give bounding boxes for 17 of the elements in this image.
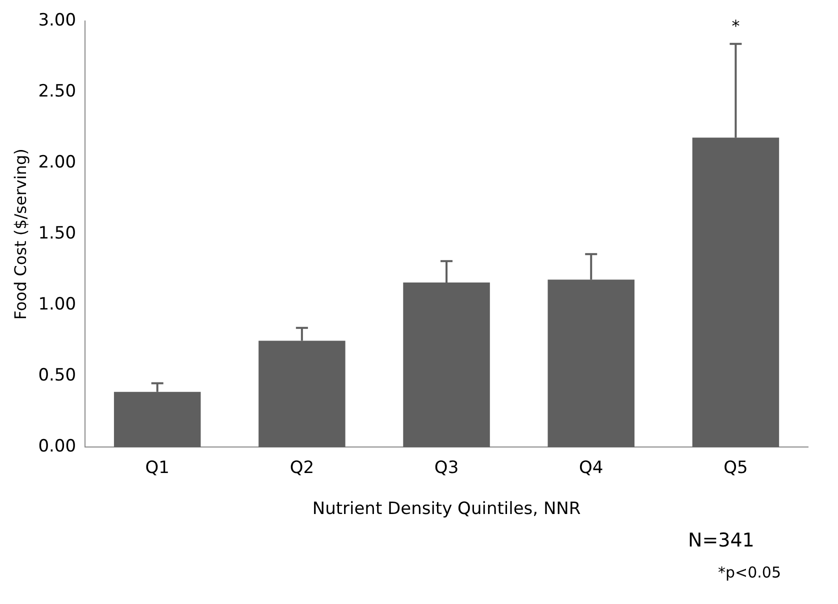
x-tick-label: Q1 [145, 458, 170, 478]
annotation: * [732, 16, 740, 36]
y-tick-label: 1.00 [38, 294, 76, 315]
y-tick-label: 2.00 [38, 152, 76, 173]
y-tick-label: 2.50 [38, 82, 76, 102]
y-tick-label: 1.50 [38, 224, 76, 244]
text: N=341 [688, 529, 754, 552]
y-tick-label: 0.00 [38, 436, 76, 457]
y-tick-label: 0.50 [38, 366, 76, 386]
y-tick-label: 3.00 [38, 10, 76, 31]
x-axis-title: Nutrient Density Quintiles, NNR [312, 499, 581, 520]
x-tick-label: Q3 [434, 458, 459, 478]
x-tick-label: Q2 [290, 458, 314, 478]
text: *p<0.05 [718, 563, 781, 582]
y-axis-title: Food Cost ($/serving) [10, 148, 30, 320]
x-tick-label: Q4 [579, 458, 604, 478]
x-tick-label: Q5 [724, 458, 748, 478]
